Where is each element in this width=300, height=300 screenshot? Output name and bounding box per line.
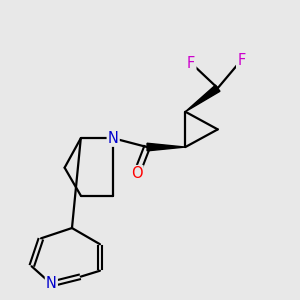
- Text: F: F: [187, 56, 195, 70]
- Text: N: N: [46, 277, 57, 292]
- Polygon shape: [185, 85, 220, 112]
- Text: O: O: [131, 166, 142, 181]
- Text: N: N: [108, 131, 118, 146]
- Polygon shape: [147, 143, 185, 151]
- Text: F: F: [237, 53, 245, 68]
